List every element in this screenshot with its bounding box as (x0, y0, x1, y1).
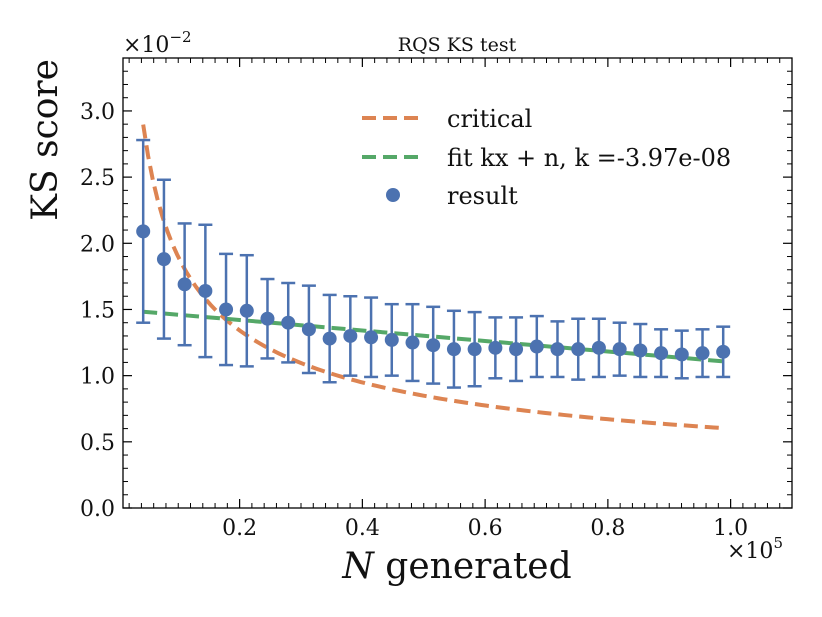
x-tick-label: 0.2 (222, 516, 257, 541)
result-point (177, 277, 192, 292)
x-axis-label-variable: N (341, 546, 375, 587)
result-point (509, 342, 524, 357)
result-point (633, 343, 648, 358)
result-point (550, 342, 565, 357)
result-point (488, 340, 503, 355)
result-point (467, 342, 482, 357)
x-tick-label: 0.4 (345, 516, 380, 541)
result-point (322, 331, 337, 346)
result-point (695, 346, 710, 361)
x-multiplier-label: ×105 (727, 534, 783, 564)
x-axis-label-text: generated (374, 546, 572, 587)
result-point (364, 330, 379, 345)
result-point (674, 347, 689, 362)
result-point (446, 342, 461, 357)
y-tick-label: 2.0 (80, 232, 115, 257)
x-multiplier-base: ×10 (727, 539, 773, 564)
critical-curve (141, 124, 724, 431)
y-tick-label: 2.5 (80, 166, 115, 191)
x-tick-label: 0.8 (590, 516, 625, 541)
y-tick-label: 1.5 (80, 298, 115, 323)
result-point (198, 283, 213, 298)
y-axis-label: KS score (25, 59, 66, 221)
y-multiplier-exponent: −2 (169, 28, 191, 46)
chart-title: RQS KS test (398, 34, 517, 56)
result-point (405, 335, 420, 350)
y-tick-label: 0.5 (80, 431, 115, 456)
result-point (612, 342, 627, 357)
result-point (571, 342, 586, 357)
plot-area (136, 124, 731, 431)
result-point (384, 332, 399, 347)
legend-critical-label: critical (447, 105, 532, 133)
axes: 0.2 0.4 0.6 0.8 1.0 0.0 0.5 1.0 1.5 2.0 2.5 3.0 (80, 57, 793, 541)
result-point (343, 328, 358, 343)
result-point (591, 340, 606, 355)
result-point (156, 252, 171, 267)
result-point (529, 339, 544, 354)
result-point (654, 346, 669, 361)
x-tick-label: 1.0 (713, 516, 748, 541)
result-point (281, 315, 296, 330)
y-multiplier-label: ×10−2 (123, 28, 192, 58)
result-point (219, 302, 234, 317)
x-tick-label: 0.6 (468, 516, 503, 541)
y-multiplier-base: ×10 (123, 33, 169, 58)
legend-result-marker (386, 188, 400, 202)
y-tick-label: 1.0 (80, 365, 115, 390)
x-axis-label: N generated (341, 546, 571, 587)
result-point (239, 303, 254, 318)
result-point (136, 224, 151, 239)
legend: critical fit kx + n, k =-3.97e-08 result (362, 105, 731, 210)
fit-line (143, 309, 724, 364)
y-tick-label: 3.0 (80, 100, 115, 125)
result-point (260, 311, 275, 326)
legend-fit-label: fit kx + n, k =-3.97e-08 (447, 144, 731, 172)
result-point (426, 338, 441, 353)
result-point (301, 322, 316, 337)
result-point (716, 344, 731, 359)
legend-result-label: result (447, 182, 518, 210)
y-tick-label: 0.0 (80, 497, 115, 522)
x-multiplier-exponent: 5 (773, 534, 783, 552)
